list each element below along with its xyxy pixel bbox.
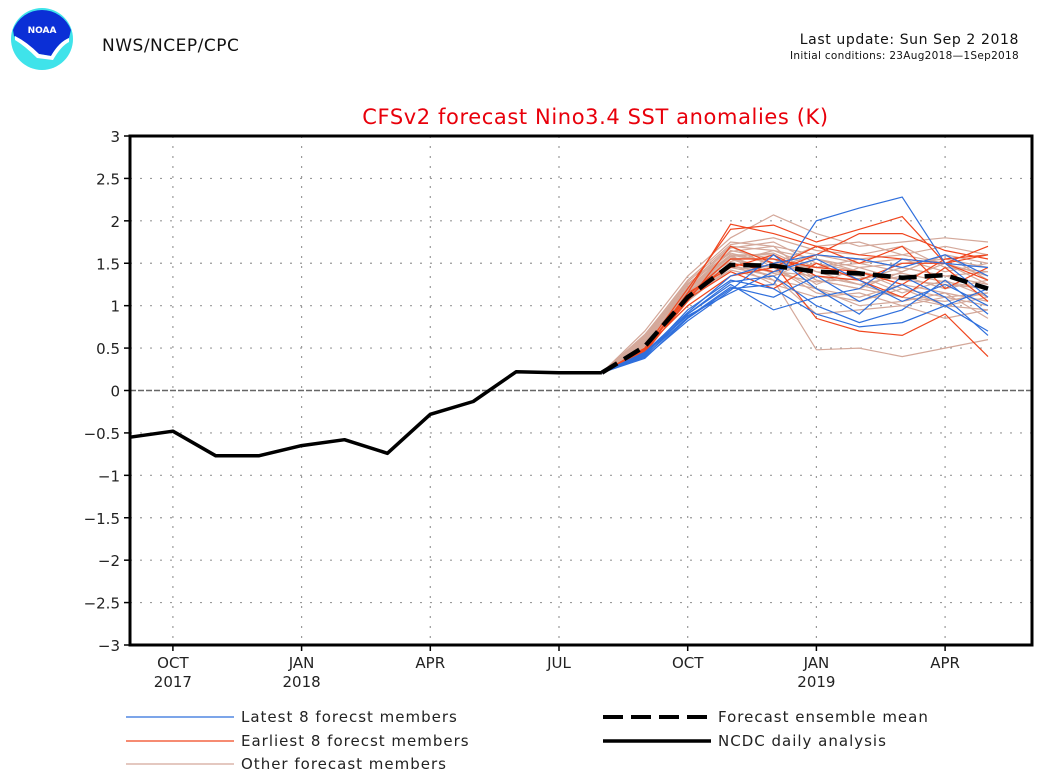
chart-title: CFSv2 forecast Nino3.4 SST anomalies (K) xyxy=(362,105,829,129)
legend-label-earliest: Earliest 8 forecst members xyxy=(241,732,470,750)
analysis-line xyxy=(129,370,602,458)
legend-label-mean: Forecast ensemble mean xyxy=(718,708,929,726)
y-tick-label: 0.5 xyxy=(96,340,120,358)
y-tick-label: −1 xyxy=(98,467,120,485)
svg-text:NOAA: NOAA xyxy=(28,26,57,36)
ensemble-mean-line xyxy=(600,262,989,375)
other-member-line xyxy=(601,245,989,374)
y-tick-label: 1 xyxy=(110,298,120,316)
analysis-series xyxy=(129,370,602,458)
ensemble-mean-series xyxy=(600,262,989,375)
latest-member-line xyxy=(601,254,989,374)
y-tick-label: −2 xyxy=(98,552,120,570)
y-tick-label: 3 xyxy=(110,128,120,146)
x-tick-label: JAN xyxy=(288,654,315,672)
y-tick-label: −1.5 xyxy=(84,510,120,528)
latest-member-line xyxy=(601,275,989,374)
y-tick-label: 2.5 xyxy=(96,170,120,188)
latest-members-series xyxy=(601,196,989,374)
x-tick-label: OCT xyxy=(672,654,704,672)
y-tick-label: 2 xyxy=(110,213,120,231)
last-update-label: Last update: Sun Sep 2 2018 xyxy=(799,32,1019,48)
other-member-line xyxy=(601,258,989,374)
latest-member-line xyxy=(601,254,989,374)
legend-label-analysis: NCDC daily analysis xyxy=(718,732,887,750)
x-tick-label: OCT xyxy=(157,654,189,672)
x-tick-label: JUL xyxy=(546,654,571,672)
initial-conditions-label: Initial conditions: 23Aug2018—1Sep2018 xyxy=(790,50,1019,62)
x-tick-year-label: 2018 xyxy=(283,673,321,691)
grid-lines xyxy=(130,136,1032,645)
earliest-member-line xyxy=(601,262,989,374)
latest-member-line xyxy=(601,196,989,374)
other-members-series xyxy=(601,214,989,374)
y-tick-label: −3 xyxy=(98,637,120,655)
organization-label: NWS/NCEP/CPC xyxy=(102,36,240,56)
y-tick-label: −0.5 xyxy=(84,425,120,443)
other-member-line xyxy=(601,237,989,374)
x-tick-label: APR xyxy=(415,654,445,672)
other-member-line xyxy=(601,252,989,374)
x-tick-year-label: 2017 xyxy=(154,673,192,691)
x-tick-label: APR xyxy=(930,654,960,672)
y-tick-label: −2.5 xyxy=(84,595,120,613)
x-tick-year-label: 2019 xyxy=(797,673,835,691)
y-tick-label: 0 xyxy=(110,383,120,401)
legend-label-latest: Latest 8 forecst members xyxy=(241,708,458,726)
noaa-logo: NOAA xyxy=(11,8,73,70)
legend-label-other: Other forecast members xyxy=(241,755,447,773)
y-tick-label: 1.5 xyxy=(96,255,120,273)
x-tick-label: JAN xyxy=(803,654,830,672)
y-axis: 3 2.5 2 1.5 1 0.5 0 −0.5 −1 −1.5 −2 −2.5 −3 xyxy=(84,128,130,655)
legend: Latest 8 forecst members Earliest 8 forec… xyxy=(126,708,929,773)
